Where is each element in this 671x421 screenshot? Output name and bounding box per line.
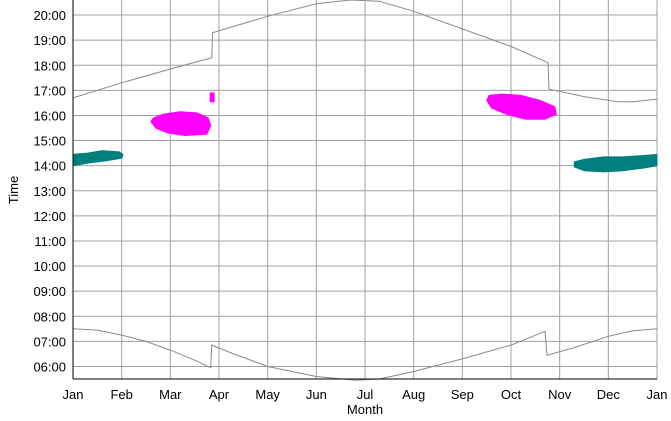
y-tick-label: 12:00 — [33, 209, 66, 224]
x-tick-label: Apr — [209, 387, 230, 402]
series-blob-4 — [209, 92, 215, 103]
y-tick-label: 14:00 — [33, 159, 66, 174]
series-blob-2 — [72, 150, 124, 167]
y-tick-label: 13:00 — [33, 184, 66, 199]
series-blob-6 — [573, 153, 658, 173]
y-tick-label: 15:00 — [33, 134, 66, 149]
y-tick-label: 10:00 — [33, 259, 66, 274]
x-tick-label: Jan — [63, 387, 84, 402]
y-tick-label: 07:00 — [33, 334, 66, 349]
y-tick-label: 17:00 — [33, 83, 66, 98]
x-tick-label: Jul — [357, 387, 374, 402]
series-line-0 — [72, 0, 658, 103]
x-tick-label: Sep — [451, 387, 474, 402]
y-tick-label: 16:00 — [33, 108, 66, 123]
x-tick-label: Feb — [110, 387, 132, 402]
y-tick-label: 20:00 — [33, 8, 66, 23]
y-tick-labels: 06:00 07:00 08:00 09:00 10:00 11:00 12:00 13:00… — [33, 8, 66, 374]
y-axis-title: Time — [6, 176, 21, 204]
series-blob-5 — [486, 93, 557, 120]
y-tick-label: 19:00 — [33, 33, 66, 48]
x-tick-label: Jun — [306, 387, 327, 402]
x-tick-label: Nov — [548, 387, 572, 402]
x-tick-label: Oct — [501, 387, 522, 402]
series-line-1 — [72, 328, 658, 381]
grid — [72, 0, 658, 379]
y-tick-label: 08:00 — [33, 309, 66, 324]
y-tick-label: 11:00 — [34, 234, 66, 249]
x-axis-title: Month — [347, 402, 383, 417]
x-tick-label: Aug — [402, 387, 425, 402]
plot-series — [72, 0, 658, 381]
y-tick-label: 06:00 — [33, 359, 66, 374]
series-blob-3 — [150, 111, 212, 136]
x-tick-label: Jan — [647, 387, 668, 402]
x-tick-label: May — [255, 387, 280, 402]
x-tick-labels: Jan Feb Mar Apr May Jun Jul Aug Sep Oct Nov Dec Jan — [63, 387, 668, 402]
x-tick-label: Mar — [159, 387, 182, 402]
y-tick-label: 18:00 — [33, 58, 66, 73]
x-tick-label: Dec — [597, 387, 621, 402]
y-tick-label: 09:00 — [33, 284, 66, 299]
